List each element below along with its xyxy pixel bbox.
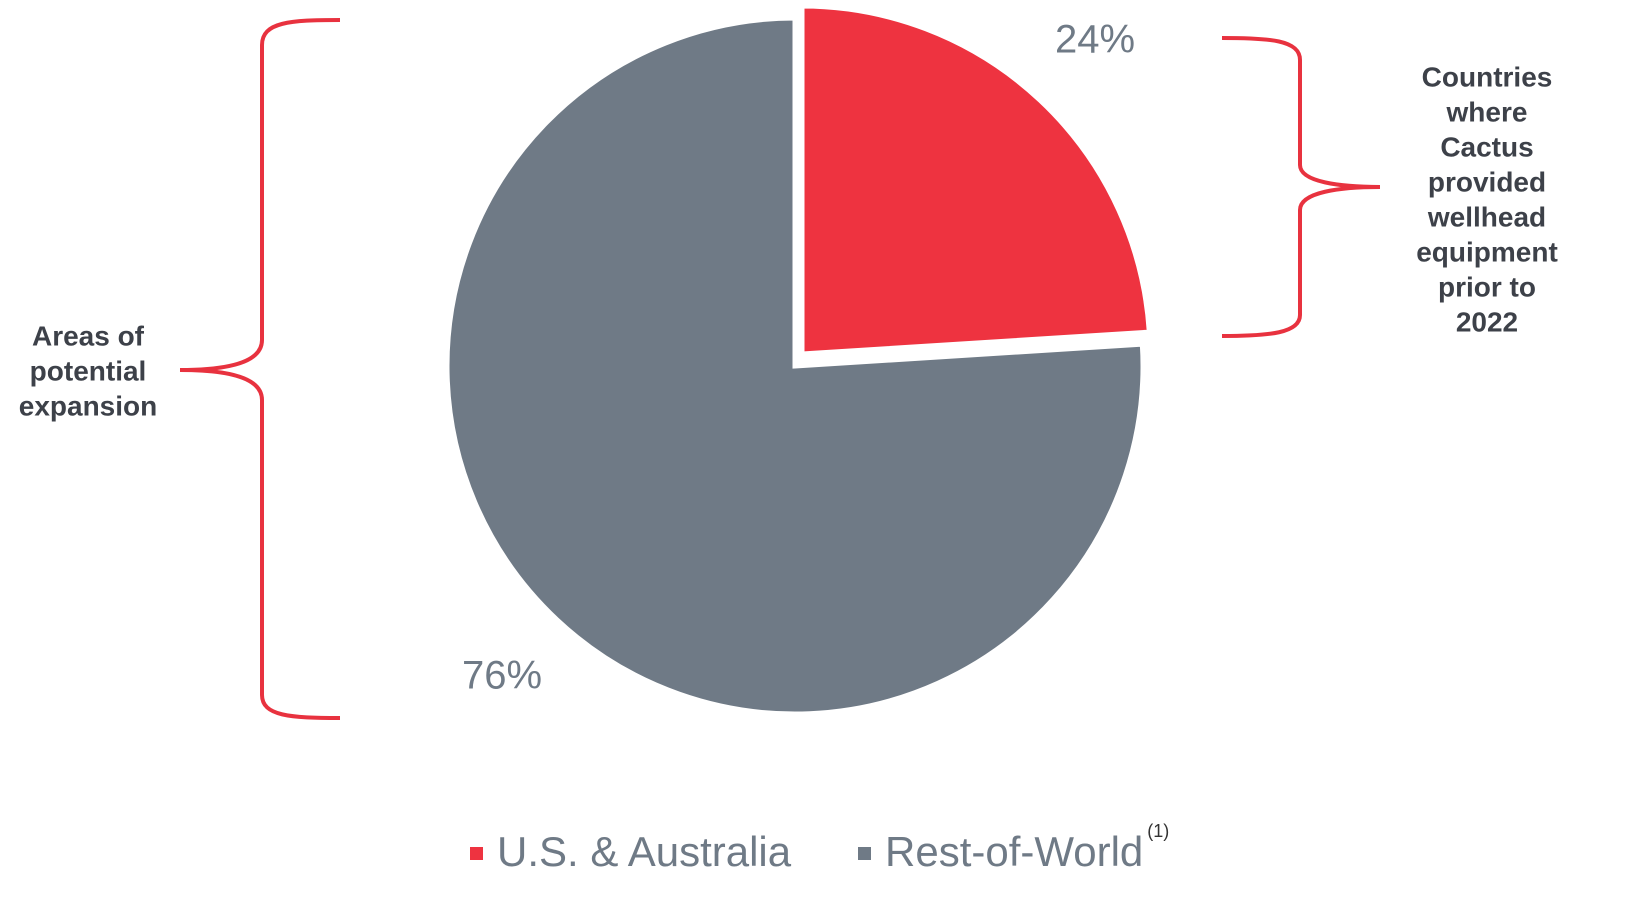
annotation-line: where	[1446, 96, 1528, 127]
annotation-line: wellhead	[1427, 201, 1546, 232]
annotation-line: potential	[30, 355, 147, 386]
annotation-line: equipment	[1416, 236, 1558, 267]
legend-swatch	[470, 847, 483, 860]
annotation-line: Cactus	[1440, 131, 1533, 162]
annotation-line: Areas of	[32, 320, 145, 351]
annotation-line: 2022	[1456, 306, 1518, 337]
annotation-line: prior to	[1438, 271, 1536, 302]
pie-slice	[444, 15, 1146, 717]
annotation-line: Countries	[1422, 61, 1553, 92]
legend-label: U.S. & Australia	[497, 828, 792, 875]
legend-label: Rest-of-World	[885, 828, 1143, 875]
data-label: 24%	[1055, 18, 1135, 62]
legend-note: (1)	[1147, 821, 1169, 841]
data-label: 76%	[462, 654, 542, 698]
annotation-line: provided	[1428, 166, 1546, 197]
left-brace	[179, 18, 341, 720]
annotation-line: expansion	[19, 390, 157, 421]
legend-swatch	[858, 847, 871, 860]
right-brace	[1221, 36, 1381, 338]
pie-slice	[799, 3, 1152, 357]
